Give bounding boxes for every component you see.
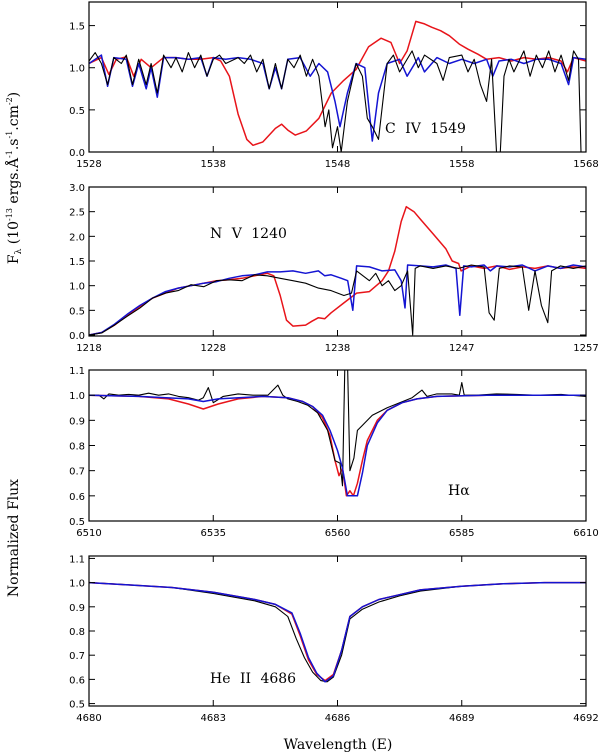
panel-2: 1218 1228 1238 1247 1257 0.0 0.5 1.0 1.5 2.0 2.5 3.… — [69, 183, 599, 354]
y-tick-label: 1.0 — [69, 391, 85, 402]
x-tick-label: 1568 — [573, 159, 598, 170]
series-line-red — [89, 205, 586, 336]
plot-frame — [88, 369, 587, 522]
x-tick-label: 1247 — [449, 343, 474, 354]
x-tick-label: 4686 — [325, 713, 350, 724]
panel-4: 4680 4683 4686 4689 4692 0.5 0.6 0.7 0.8 0.9 1.0 1.… — [69, 554, 599, 724]
y-tick-label: 0.9 — [69, 416, 85, 427]
panel-1: 1528 1538 1548 1558 1568 0.0 0.5 1.0 1.5 C IV 154… — [69, 1, 599, 170]
plot-frame — [88, 186, 587, 337]
y-tick-label: 0.0 — [69, 331, 85, 342]
x-tick-label: 1558 — [449, 159, 474, 170]
y-tick-label: 0.7 — [69, 467, 85, 478]
x-tick-label: 6510 — [76, 528, 101, 539]
x-tick-label: 4689 — [449, 713, 474, 724]
y-tick-label: 0.5 — [69, 517, 85, 528]
y-tick-label: 1.0 — [69, 579, 85, 590]
y-tick-label: 0.6 — [69, 492, 85, 503]
x-tick-label: 6535 — [201, 528, 226, 539]
y-tick-label: 0.5 — [69, 700, 85, 711]
series-line-blue — [89, 264, 586, 336]
y-tick-label: 1.0 — [69, 64, 85, 75]
series-line-black — [89, 50, 586, 152]
y-tick-label: 0.5 — [69, 306, 85, 317]
y-tick-label: 0.0 — [69, 148, 85, 159]
series-line-black — [89, 264, 586, 336]
series-line-red — [89, 394, 586, 497]
y-tick-label: 0.8 — [69, 442, 85, 453]
y-tick-label: 0.6 — [69, 675, 85, 686]
y-tick-label: 3.0 — [69, 183, 85, 194]
plot-frame — [88, 555, 587, 707]
y-tick-label: 0.8 — [69, 627, 85, 638]
x-tick-label: 1228 — [201, 343, 226, 354]
y-axis-label-flux: Fλ (10-13 ergs.Å-1.s-1.cm-2) — [4, 92, 24, 264]
y-tick-label: 0.5 — [69, 106, 85, 117]
x-tick-label: 1257 — [573, 343, 598, 354]
y-tick-label: 0.7 — [69, 651, 85, 662]
x-tick-label: 1528 — [76, 159, 101, 170]
series-line-blue — [89, 394, 586, 497]
y-tick-label: 2.5 — [69, 208, 85, 219]
y-tick-label: 1.1 — [69, 554, 85, 565]
x-tick-label: 4692 — [573, 713, 598, 724]
panel-3: 6510 6535 6560 6585 6610 0.5 0.6 0.7 0.8 0.9 1.0 1.… — [69, 366, 599, 539]
y-tick-label: 1.5 — [69, 257, 85, 268]
x-tick-label: 6560 — [325, 528, 350, 539]
x-tick-label: 4683 — [201, 713, 226, 724]
y-axis-label-normalized: Normalized Flux — [6, 479, 22, 597]
line-annotation: Hα — [448, 483, 470, 499]
x-tick-label: 1548 — [325, 159, 350, 170]
series-line-black — [89, 582, 586, 683]
x-tick-label: 6585 — [449, 528, 474, 539]
x-tick-label: 4680 — [76, 713, 101, 724]
y-tick-label: 0.9 — [69, 603, 85, 614]
x-tick-label: 1238 — [325, 343, 350, 354]
line-annotation: C IV 1549 — [385, 121, 466, 137]
y-tick-label: 1.1 — [69, 366, 85, 377]
x-tick-label: 1218 — [76, 343, 101, 354]
x-axis-label: Wavelength (E) — [284, 737, 393, 753]
series-line-black — [89, 370, 586, 487]
y-tick-label: 1.5 — [69, 22, 85, 33]
x-tick-label: 1538 — [201, 159, 226, 170]
x-tick-label: 6610 — [573, 528, 598, 539]
y-tick-label: 2.0 — [69, 232, 85, 243]
line-annotation: N V 1240 — [210, 226, 287, 242]
series-line-blue — [89, 581, 586, 683]
y-tick-label: 1.0 — [69, 282, 85, 293]
line-annotation: He II 4686 — [210, 671, 296, 687]
